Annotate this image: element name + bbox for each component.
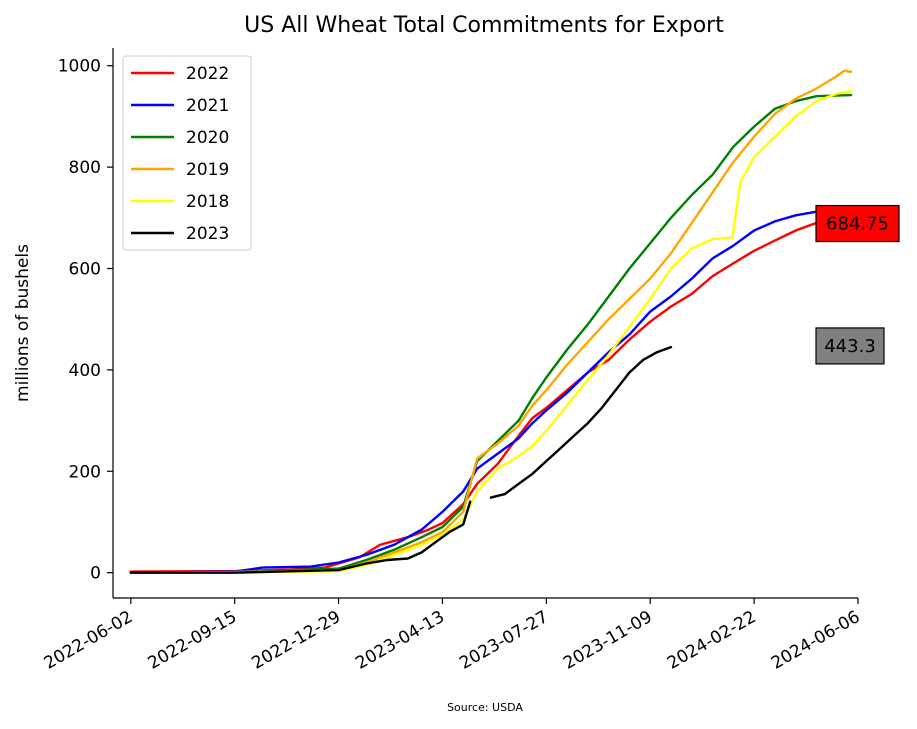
axes xyxy=(112,48,858,599)
series-line-2020 xyxy=(129,93,853,574)
x-tick-label: 2023-04-13 xyxy=(352,607,448,674)
y-tick-label: 1000 xyxy=(58,57,101,77)
legend-label: 2023 xyxy=(186,224,229,244)
x-tick-label: 2022-06-02 xyxy=(41,607,137,674)
series-group xyxy=(129,69,853,574)
legend-label: 2021 xyxy=(186,96,229,116)
series-line-2022 xyxy=(129,219,853,573)
legend-frame xyxy=(122,55,252,251)
legend-label: 2018 xyxy=(186,192,229,212)
chart-title: US All Wheat Total Commitments for Expor… xyxy=(244,13,724,38)
y-ticks: 0 200 400 600 800 1000 xyxy=(58,57,113,584)
source-note: Source: USDA xyxy=(447,701,523,714)
y-axis-label: millions of bushels xyxy=(13,244,33,402)
x-tick-label: 2024-02-22 xyxy=(664,607,760,674)
x-tick-label: 2022-12-29 xyxy=(249,607,345,674)
y-tick-label: 0 xyxy=(90,564,101,584)
callout-label: 684.75 xyxy=(826,214,889,235)
x-ticks: 2022-06-02 2022-09-15 2022-12-29 2023-04-13… xyxy=(41,598,864,674)
x-tick-label: 2023-11-09 xyxy=(560,607,656,674)
x-tick-label: 2023-07-27 xyxy=(456,607,552,674)
callouts: 684.75 443.3 xyxy=(815,204,900,365)
x-tick-label: 2022-09-15 xyxy=(145,607,241,674)
series-line-2021 xyxy=(129,208,853,574)
callout-box xyxy=(815,204,900,243)
callout-box xyxy=(815,327,885,365)
y-tick-label: 800 xyxy=(69,158,101,178)
y-tick-label: 200 xyxy=(69,462,101,482)
series-line-2023 xyxy=(129,500,472,574)
legend-label: 2019 xyxy=(186,160,229,180)
series-line-2018 xyxy=(129,89,853,574)
series-line-2019 xyxy=(129,69,853,574)
x-tick-label: 2024-06-06 xyxy=(768,607,864,674)
legend-label: 2020 xyxy=(186,128,229,148)
y-tick-label: 400 xyxy=(69,361,101,381)
legend: 2022 2021 2020 2019 2018 2023 xyxy=(122,55,252,251)
series-line-2023 xyxy=(489,345,673,499)
callout-label: 443.3 xyxy=(824,336,876,357)
y-tick-label: 600 xyxy=(69,260,101,280)
legend-label: 2022 xyxy=(186,64,229,84)
